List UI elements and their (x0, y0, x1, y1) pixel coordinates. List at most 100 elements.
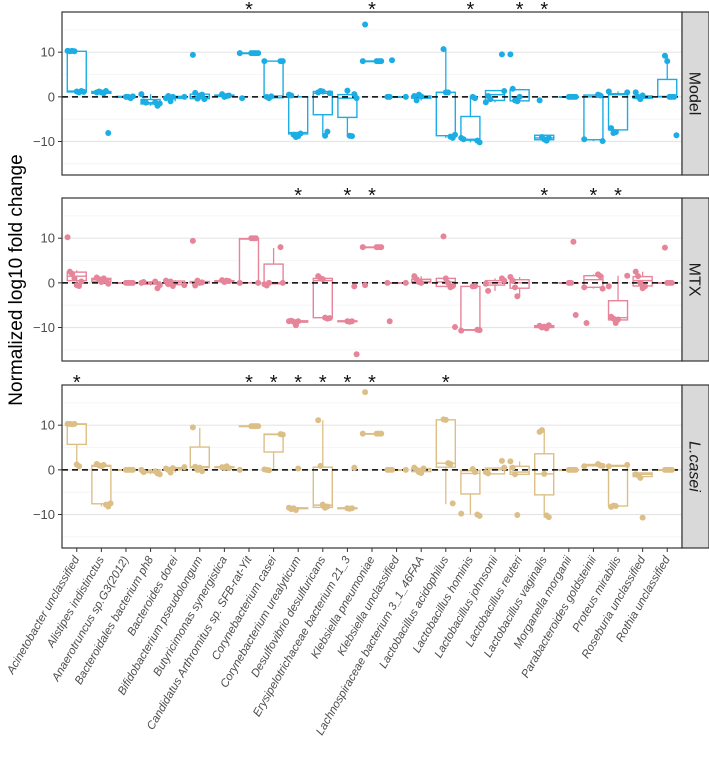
y-tick-label: 10 (41, 45, 55, 60)
y-tick-label: 0 (48, 89, 55, 104)
data-point (142, 99, 149, 106)
data-point (516, 93, 523, 100)
data-point (295, 465, 302, 472)
box-iqr (312, 466, 333, 509)
data-point (76, 282, 83, 289)
data-point (671, 93, 678, 100)
data-point (605, 88, 612, 95)
significance-star: * (540, 185, 548, 207)
data-point (668, 466, 675, 473)
data-point (105, 130, 112, 137)
box-iqr (312, 277, 333, 319)
data-point (472, 95, 479, 102)
data-point (362, 21, 369, 28)
box-iqr (607, 464, 629, 507)
data-point (169, 93, 176, 100)
data-point (615, 316, 622, 323)
data-point (359, 58, 366, 65)
significance-star: * (442, 372, 450, 394)
data-point (610, 315, 617, 322)
data-point (362, 282, 369, 289)
data-point (661, 244, 668, 251)
data-point (288, 92, 295, 99)
box-0 (66, 50, 87, 93)
significance-star: * (245, 0, 253, 21)
data-point (572, 93, 579, 100)
data-point (641, 283, 648, 290)
data-point (102, 88, 109, 95)
box-16 (460, 285, 481, 331)
data-point (442, 416, 449, 423)
data-point (445, 89, 452, 96)
box-iqr (287, 96, 309, 135)
significance-star: * (590, 185, 598, 207)
data-point (389, 57, 396, 64)
significance-star: * (467, 0, 475, 21)
data-point (351, 464, 358, 471)
box-16 (460, 468, 481, 515)
box-iqr (460, 115, 481, 141)
data-point (624, 89, 631, 96)
data-point (599, 138, 606, 145)
box-iqr (435, 91, 457, 137)
data-point (225, 278, 232, 285)
data-point (572, 466, 579, 473)
data-point (319, 276, 326, 283)
data-point (167, 98, 174, 105)
data-point (362, 389, 369, 396)
data-point (225, 465, 232, 472)
data-point (639, 514, 646, 521)
data-point (536, 97, 543, 104)
box-16 (460, 96, 481, 143)
data-point (344, 87, 351, 94)
data-point (599, 285, 606, 292)
box-9 (287, 94, 309, 138)
y-tick-label: 10 (41, 231, 55, 246)
data-point (612, 503, 619, 510)
significance-star: * (343, 372, 351, 394)
data-point (353, 95, 360, 102)
data-point (71, 275, 78, 282)
data-point (169, 282, 176, 289)
data-point (386, 318, 393, 325)
data-point (472, 469, 479, 476)
box-iqr (91, 464, 112, 505)
data-point (181, 282, 188, 289)
significance-star: * (343, 185, 351, 207)
data-point (189, 51, 196, 58)
data-point (581, 136, 588, 143)
data-point (635, 273, 642, 280)
data-point (507, 51, 514, 58)
data-point (472, 282, 479, 289)
data-point (597, 92, 604, 99)
facet-strip (681, 197, 709, 362)
data-point (265, 467, 272, 474)
data-point (418, 93, 425, 100)
facet-strip (681, 384, 709, 549)
y-tick-label: 0 (48, 462, 55, 477)
panel-l-casei: −10 0 10 L.casei * * * * * * * * (33, 372, 709, 549)
data-point (225, 92, 232, 99)
data-point (545, 322, 552, 329)
data-point (201, 96, 208, 103)
data-point (239, 95, 246, 102)
data-point (199, 91, 206, 98)
data-point (570, 238, 577, 245)
panel-border (61, 11, 683, 176)
data-point (668, 279, 675, 286)
box-iqr (435, 419, 457, 468)
data-point (637, 279, 644, 286)
data-point (324, 128, 331, 135)
data-point (140, 278, 147, 285)
data-point (359, 430, 366, 437)
data-point (378, 244, 385, 251)
data-point (632, 89, 639, 96)
y-tick-label: −10 (33, 134, 55, 149)
data-point (568, 279, 575, 286)
box-21 (583, 274, 604, 289)
data-point (442, 275, 449, 282)
data-point (572, 312, 579, 319)
data-point (359, 244, 366, 251)
data-point (512, 284, 519, 291)
data-point (386, 93, 393, 100)
